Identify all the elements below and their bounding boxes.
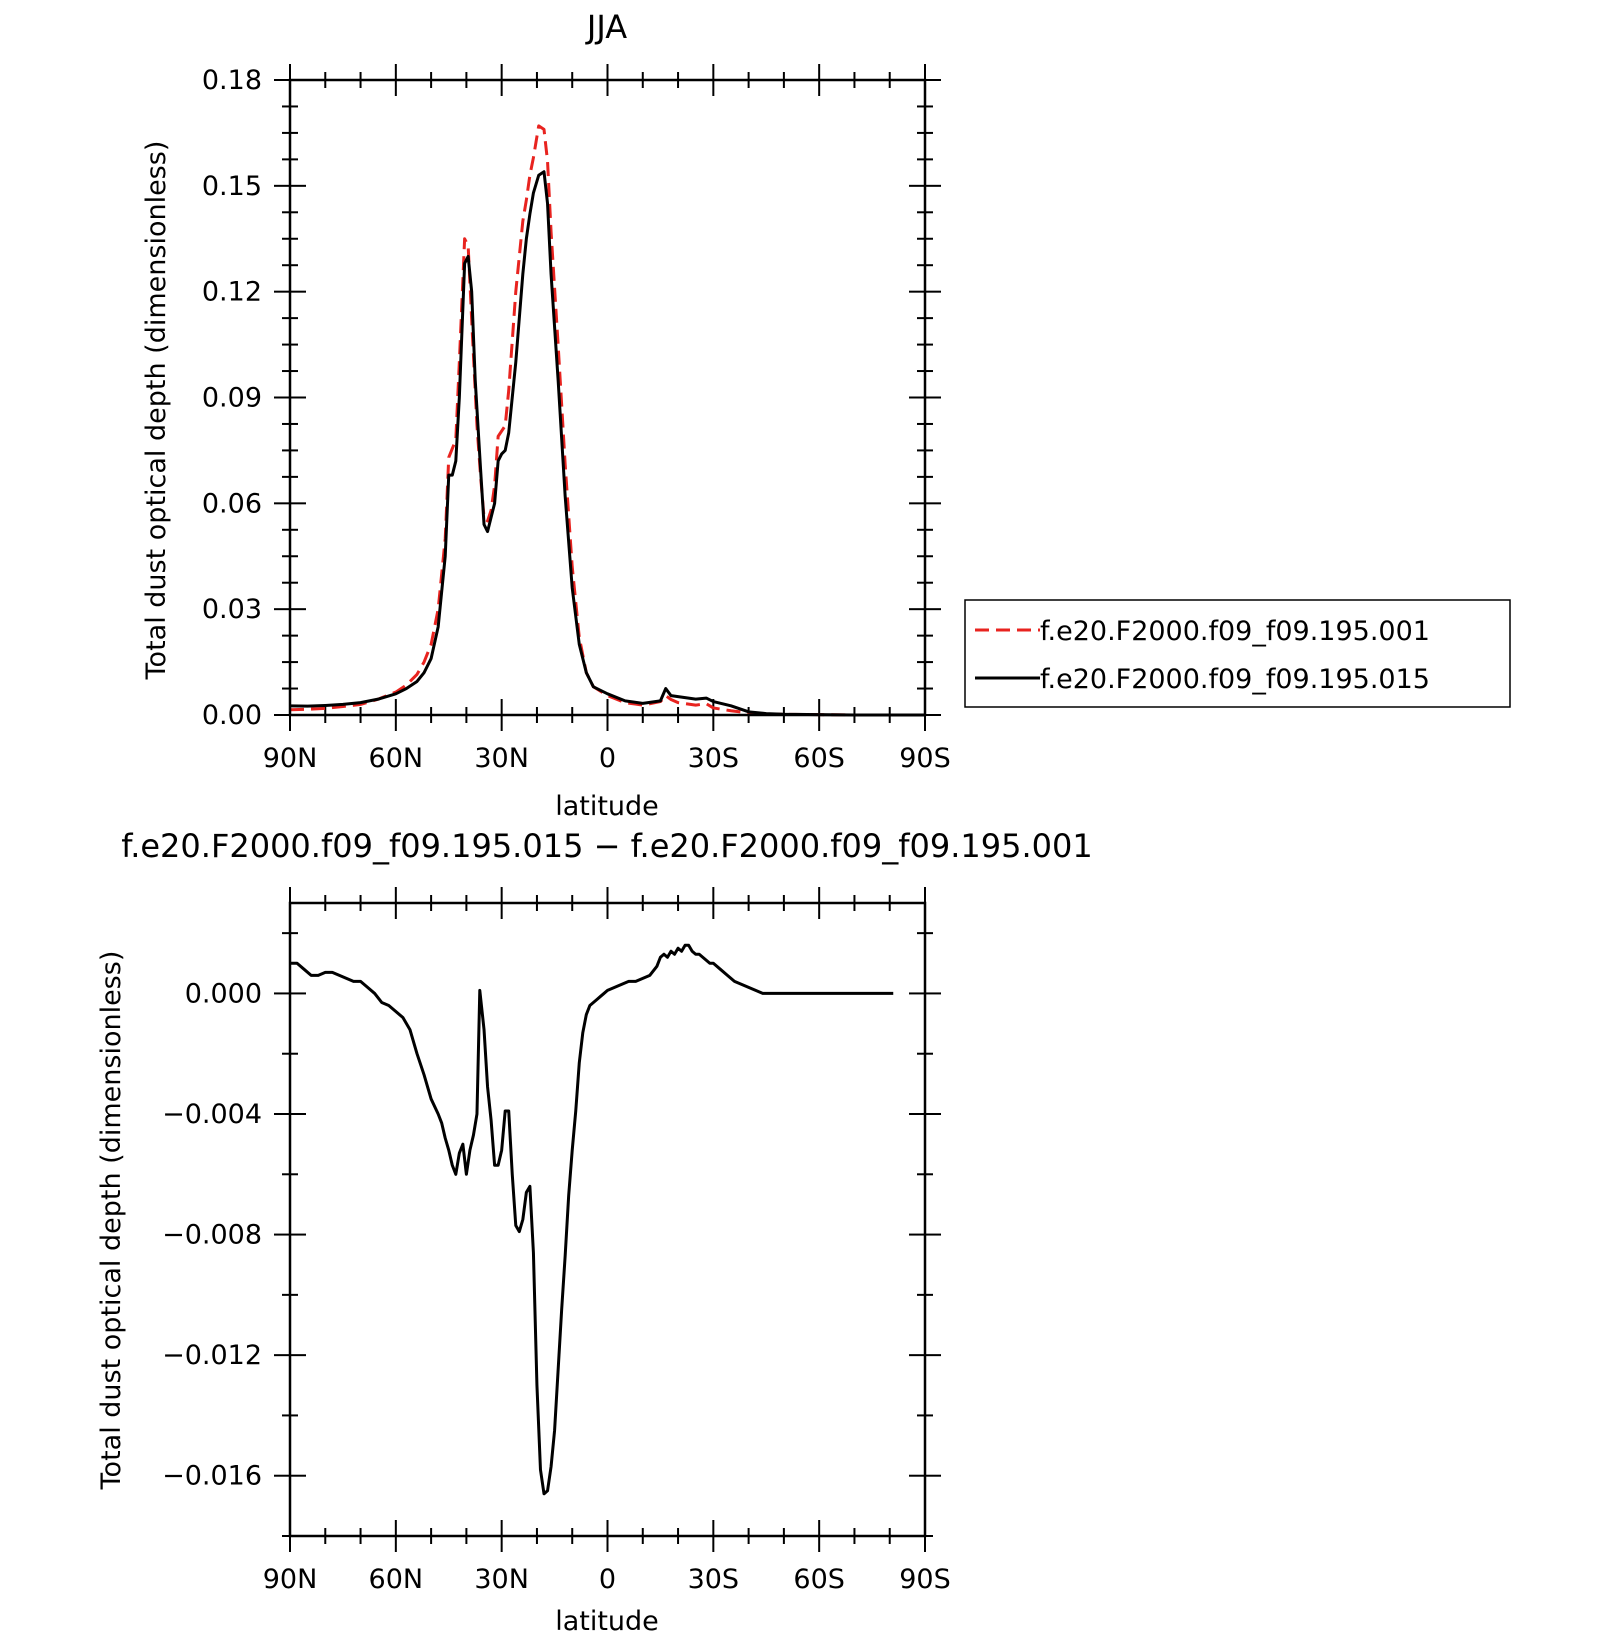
y-tick-label: 0.09 (202, 383, 262, 414)
legend-label-015: f.e20.F2000.f09_f09.195.015 (1040, 664, 1430, 695)
y-tick-label: 0.06 (202, 488, 262, 519)
bottom-y-axis-label: Total dust optical depth (dimensionless) (96, 951, 127, 1491)
x-tick-label: 90S (899, 1564, 951, 1595)
x-tick-label: 60N (369, 743, 424, 774)
bottom-x-axis-label: latitude (555, 1606, 659, 1635)
legend-box (964, 599, 1511, 708)
y-tick-label: −0.012 (162, 1340, 262, 1371)
top-chart-title: JJA (585, 8, 627, 46)
x-tick-label: 30S (688, 1564, 740, 1595)
bottom-chart-title: f.e20.F2000.f09_f09.195.015 − f.e20.F200… (121, 827, 1093, 865)
y-tick-label: 0.12 (202, 277, 262, 308)
bottom-series-lines (290, 943, 894, 1496)
x-tick-label: 0 (599, 743, 616, 774)
series-line-1-0 (290, 943, 894, 1496)
y-tick-label: 0.00 (202, 700, 262, 731)
y-tick-label: −0.008 (162, 1220, 262, 1251)
y-tick-label: 0.03 (202, 594, 262, 625)
x-tick-label: 0 (599, 1564, 616, 1595)
top-panel: JJA latitude Total dust optical depth (d… (141, 8, 951, 822)
legend: f.e20.F2000.f09_f09.195.001 f.e20.F2000.… (964, 599, 1511, 708)
y-tick-label: 0.15 (202, 171, 262, 202)
x-tick-label: 90N (263, 743, 318, 774)
y-tick-label: 0.000 (185, 978, 262, 1009)
series-line-0-1 (289, 170, 925, 717)
x-tick-label: 30S (688, 743, 740, 774)
top-plot-frame (288, 78, 927, 717)
y-tick-label: 0.18 (202, 65, 262, 96)
x-tick-label: 90N (263, 1564, 318, 1595)
top-y-axis-label: Total dust optical depth (dimensionless) (141, 141, 172, 681)
x-tick-label: 30N (474, 1564, 529, 1595)
top-series-lines (289, 124, 925, 717)
x-tick-label: 60S (793, 743, 845, 774)
x-tick-label: 60N (369, 1564, 424, 1595)
x-tick-label: 60S (793, 1564, 845, 1595)
top-axis-ticks: 90N 60N 30N 0 30S 60S 90S 0.00 0.03 0.06 0.09 0.12 0… (202, 64, 951, 774)
bottom-plot-frame (288, 901, 927, 1538)
legend-label-001: f.e20.F2000.f09_f09.195.001 (1040, 616, 1430, 647)
bottom-panel: f.e20.F2000.f09_f09.195.015 − f.e20.F200… (96, 827, 1093, 1635)
x-tick-label: 30N (474, 743, 529, 774)
y-tick-label: −0.004 (162, 1099, 262, 1130)
top-x-axis-label: latitude (555, 791, 659, 822)
series-line-0-0 (289, 124, 925, 717)
x-tick-label: 90S (899, 743, 951, 774)
y-tick-label: −0.016 (162, 1461, 262, 1492)
